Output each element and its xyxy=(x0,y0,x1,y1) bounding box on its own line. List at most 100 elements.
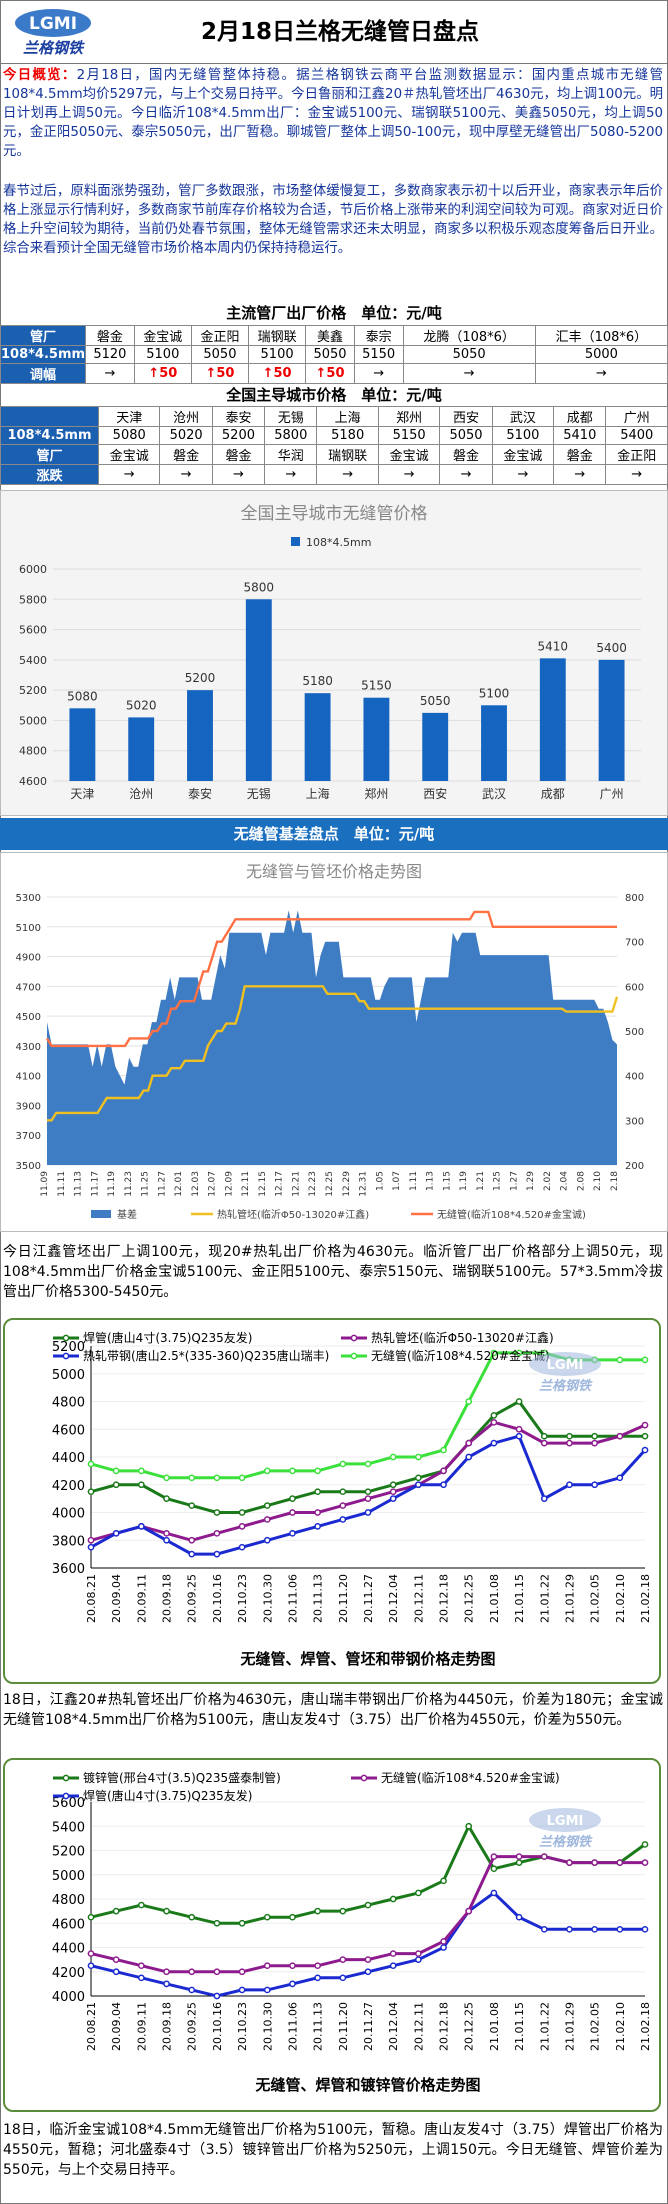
x-tick-label: 12.03 xyxy=(191,1171,201,1197)
y-tick-label: 4600 xyxy=(52,1917,85,1932)
legend-marker xyxy=(63,1335,68,1340)
series-point xyxy=(265,1963,270,1968)
x-tick-label: 2.04 xyxy=(560,1171,570,1191)
city-name: 广州 xyxy=(606,406,668,426)
series-point xyxy=(466,1454,471,1459)
city-change: → xyxy=(492,464,553,484)
mill-name: 金宝诚 xyxy=(134,325,191,345)
series-point xyxy=(290,1510,295,1515)
y-tick-label: 6000 xyxy=(19,563,47,576)
bar xyxy=(305,693,331,781)
x-tick-label: 12.15 xyxy=(258,1171,268,1197)
city-mill: 金正阳 xyxy=(606,444,668,464)
x-tick-label: 11.17 xyxy=(90,1171,100,1197)
series-point xyxy=(239,1969,244,1974)
city-name: 上海 xyxy=(317,406,378,426)
city-mill: 金宝诚 xyxy=(99,444,160,464)
legend-label: 无缝管(临沂108*4.520#金宝诚) xyxy=(371,1348,550,1363)
x-tick-label: 成都 xyxy=(541,787,565,801)
svg-text:兰格钢铁: 兰格钢铁 xyxy=(23,39,85,57)
series-point xyxy=(365,1510,370,1515)
mill-price: 5050 xyxy=(306,345,355,363)
lange-logo-icon: LGMI 兰格钢铁 xyxy=(6,6,100,58)
series-point xyxy=(391,1963,396,1968)
series-point xyxy=(567,1482,572,1487)
x-tick-label: 20.09.18 xyxy=(161,1574,174,1623)
intro-paragraph-2: 春节过后，原料面涨势强劲，管厂多数跟涨，市场整体缓慢复工，多数商家表示初十以后开… xyxy=(3,182,663,258)
series-point xyxy=(542,1441,547,1446)
series-point xyxy=(88,1951,93,1956)
bar xyxy=(187,690,213,781)
x-tick-label: 1.21 xyxy=(476,1171,486,1191)
series-point xyxy=(592,1441,597,1446)
series-point xyxy=(441,1939,446,1944)
x-tick-label: 20.09.04 xyxy=(110,1574,123,1623)
series-point xyxy=(365,1489,370,1494)
y-left-tick-label: 4500 xyxy=(16,1012,41,1023)
city-price: 5800 xyxy=(265,426,317,444)
series-point xyxy=(189,1552,194,1557)
series-point xyxy=(340,1957,345,1962)
x-tick-label: 11.27 xyxy=(157,1171,167,1197)
x-tick-label: 1.27 xyxy=(509,1171,519,1191)
series-point xyxy=(416,1454,421,1459)
x-tick-label: 20.11.20 xyxy=(337,1574,350,1623)
series-point xyxy=(567,1441,572,1446)
series-point xyxy=(466,1399,471,1404)
x-tick-label: 20.10.16 xyxy=(211,1574,224,1623)
series-point xyxy=(139,1524,144,1529)
y-tick-label: 4000 xyxy=(52,1990,85,2005)
series-point xyxy=(88,1963,93,1968)
x-tick-label: 21.02.10 xyxy=(614,1574,627,1623)
intro-text: 2月18日，国内无缝管整体持稳。据兰格钢铁云商平台监测数据显示：国内重点城市无缝… xyxy=(3,68,663,159)
city-mill: 金宝诚 xyxy=(378,444,439,464)
spec-label: 108*4.5mm xyxy=(1,345,86,363)
city-mill: 华润 xyxy=(265,444,317,464)
city-change-label: 涨跌 xyxy=(1,464,99,484)
series-point xyxy=(416,1482,421,1487)
city-mill: 磐金 xyxy=(160,444,212,464)
series-point xyxy=(617,1434,622,1439)
y-right-tick-label: 600 xyxy=(625,982,644,993)
series-point xyxy=(642,1357,647,1362)
series-point xyxy=(265,1517,270,1522)
city-name: 武汉 xyxy=(492,406,553,426)
series-point xyxy=(88,1545,93,1550)
bar-value-label: 5410 xyxy=(538,639,569,653)
series-point xyxy=(239,1475,244,1480)
page-title: 2月18日兰格无缝管日盘点 xyxy=(120,0,560,64)
series-point xyxy=(416,1475,421,1480)
series-point xyxy=(114,1531,119,1536)
mill-change: → xyxy=(535,363,667,383)
x-tick-label: 11.19 xyxy=(107,1171,117,1197)
series-point xyxy=(189,1969,194,1974)
x-tick-label: 11.13 xyxy=(74,1171,84,1197)
x-tick-label: 20.12.18 xyxy=(438,2002,451,2051)
legend-label: 镀锌管(邢台4寸(3.5)Q235盛泰制管) xyxy=(83,1770,281,1785)
series-point xyxy=(214,1531,219,1536)
series-point xyxy=(239,1524,244,1529)
x-tick-label: 20.11.27 xyxy=(362,1574,375,1623)
series-point xyxy=(189,1987,194,1992)
series-point xyxy=(491,1420,496,1425)
series-point xyxy=(189,1503,194,1508)
series-point xyxy=(315,1524,320,1529)
series-point xyxy=(391,1482,396,1487)
series-point xyxy=(567,1927,572,1932)
series-point xyxy=(214,1552,219,1557)
series-point xyxy=(164,1496,169,1501)
series-point xyxy=(164,1538,169,1543)
series-point xyxy=(88,1461,93,1466)
series-point xyxy=(214,1993,219,1998)
series-point xyxy=(265,1503,270,1508)
series-point xyxy=(542,1496,547,1501)
watermark-text: 兰格钢铁 xyxy=(539,1378,593,1394)
factory-col-header: 管厂 xyxy=(1,325,86,345)
bar-value-label: 5180 xyxy=(302,674,333,688)
pipe-galvanized-chart-panel: 4000 4200 4400 4600 4800 5000 5200 5400 5600 20.0… xyxy=(3,1758,661,2112)
y-tick-label: 4400 xyxy=(52,1451,85,1466)
city-change: → xyxy=(160,464,212,484)
series-point xyxy=(315,1909,320,1914)
pipe-billet-strip-chart: 36003800400042004400460048005000520020.0… xyxy=(5,1320,659,1682)
series-point xyxy=(516,1427,521,1432)
